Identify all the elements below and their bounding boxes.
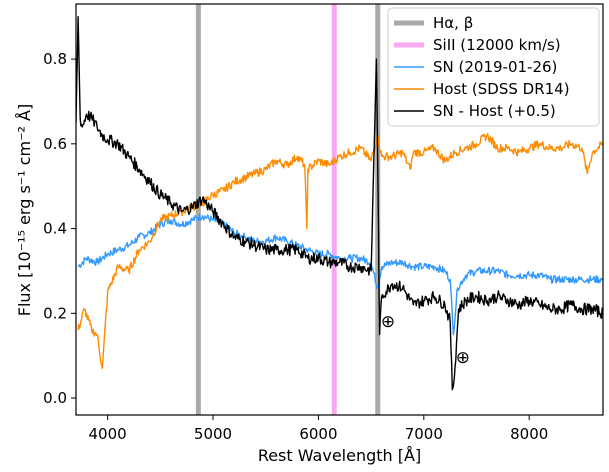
x-tick-label: 7000 — [405, 425, 443, 443]
plot-frame — [75, 3, 604, 416]
legend-box — [387, 7, 600, 127]
y-axis-ticks: 0.0 0.2 0.4 0.6 0.8 — [43, 50, 76, 407]
series-line-1 — [77, 132, 603, 370]
legend-label-4: SN - Host (+0.5) — [433, 102, 556, 120]
y-tick-label: 0.2 — [43, 304, 67, 322]
x-tick-label: 6000 — [299, 425, 337, 443]
x-tick-label: 8000 — [510, 425, 548, 443]
y-tick-label: 0.8 — [43, 50, 67, 68]
x-tick-label: 4000 — [89, 425, 127, 443]
legend-label-3: Host (SDSS DR14) — [433, 80, 570, 98]
legend: Hα, β SiII (12000 km/s) SN (2019-01-26) Hos… — [387, 7, 600, 127]
x-axis-label: Rest Wavelength [Å] — [258, 446, 421, 465]
x-tick-label: 5000 — [194, 425, 232, 443]
annotations-group: ⊕⊕ — [381, 312, 470, 368]
y-tick-label: 0.0 — [43, 389, 67, 407]
telluric-annotation-1: ⊕ — [456, 348, 470, 368]
x-axis-ticks: 4000 5000 6000 7000 8000 — [89, 415, 548, 443]
series-line-2 — [76, 16, 603, 391]
y-tick-label: 0.4 — [43, 220, 67, 238]
y-axis-label: Flux [10⁻¹⁵ erg s⁻¹ cm⁻² Å] — [15, 104, 34, 316]
y-tick-label: 0.6 — [43, 135, 67, 153]
telluric-annotation-0: ⊕ — [381, 312, 395, 332]
legend-label-1: SiII (12000 km/s) — [433, 36, 561, 54]
series-group — [76, 16, 603, 391]
legend-label-2: SN (2019-01-26) — [433, 58, 557, 76]
legend-label-0: Hα, β — [433, 14, 473, 32]
